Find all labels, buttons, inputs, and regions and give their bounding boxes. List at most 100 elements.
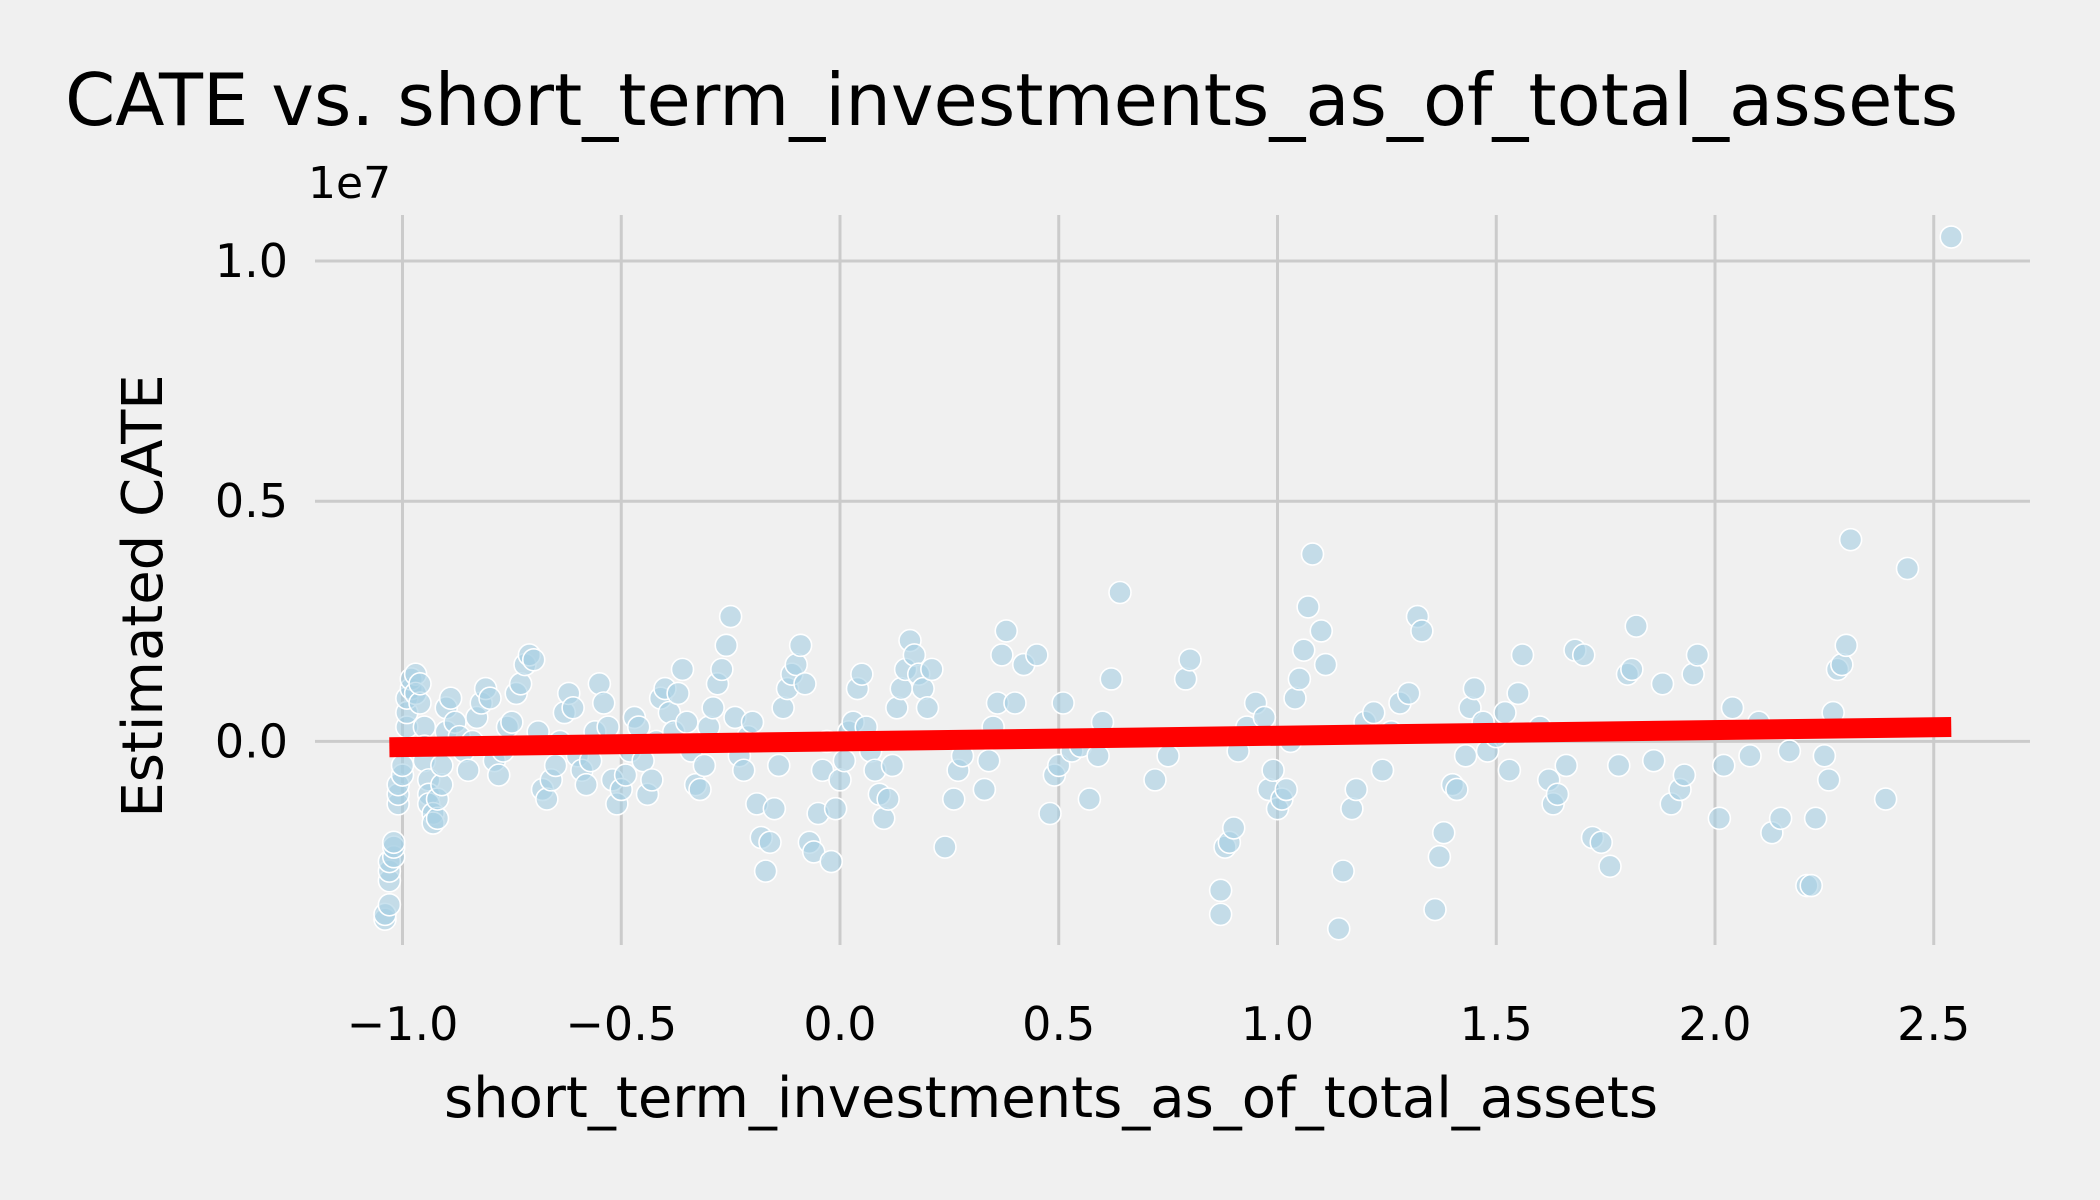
y-tick-labels: 0.0 0.5 1.0 [215, 234, 288, 768]
data-point [1672, 763, 1697, 787]
data-point [758, 830, 782, 855]
data-point [1830, 652, 1854, 677]
data-point [990, 643, 1014, 667]
data-point [692, 753, 717, 778]
data-point [587, 671, 612, 696]
data-point [1077, 787, 1102, 811]
data-point [823, 796, 848, 821]
data-point [701, 696, 725, 720]
data-point [1252, 705, 1277, 730]
data-point [1208, 878, 1233, 903]
x-tick-label: −1.0 [347, 997, 459, 1051]
data-point [1296, 595, 1320, 619]
data-point [1025, 643, 1049, 667]
data-point [486, 763, 511, 787]
data-point [640, 768, 664, 792]
data-point [390, 753, 415, 778]
data-point [1641, 748, 1666, 773]
data-point [1410, 619, 1434, 643]
data-point [408, 671, 432, 696]
data-point [1274, 777, 1299, 802]
data-point [1834, 633, 1859, 658]
data-point [1799, 873, 1824, 898]
data-point [1431, 820, 1456, 845]
data-point [1598, 854, 1622, 879]
data-point [915, 696, 940, 720]
data-point [535, 787, 559, 811]
data-point [766, 753, 791, 778]
data-point [731, 758, 756, 783]
data-point [788, 633, 813, 658]
data-point [1396, 681, 1421, 706]
data-point [1300, 542, 1325, 566]
data-point [1777, 739, 1802, 763]
data-point [871, 806, 896, 831]
trend-line [389, 717, 1952, 758]
data-point [1261, 758, 1285, 783]
data-point [850, 662, 874, 686]
x-tick-labels: −1.0 −0.5 0.0 0.5 1.0 1.5 2.0 2.5 [347, 997, 1971, 1051]
data-point [902, 643, 927, 667]
data-point [1545, 782, 1570, 807]
data-point [819, 849, 844, 874]
data-point [889, 676, 914, 701]
data-point [478, 686, 502, 710]
data-point [1331, 859, 1355, 883]
x-tick-label: −0.5 [565, 997, 677, 1051]
data-point [675, 710, 699, 735]
data-point [1453, 744, 1478, 768]
x-tick-label: 0.5 [1022, 997, 1095, 1051]
data-point [718, 604, 743, 629]
data-point [1554, 753, 1579, 778]
data-point [1344, 777, 1369, 802]
data-point [377, 892, 402, 917]
data-point [438, 686, 463, 710]
data-point [1370, 758, 1395, 783]
data-point [1589, 830, 1614, 855]
data-point [828, 768, 852, 792]
data-point [1283, 686, 1307, 710]
data-point [771, 696, 795, 720]
data-point [1711, 753, 1736, 778]
data-point [1445, 777, 1469, 802]
data-point [710, 657, 734, 682]
x-tick-label: 2.5 [1897, 997, 1970, 1051]
data-point [1816, 768, 1841, 792]
x-tick-label: 1.5 [1460, 997, 1533, 1051]
data-point [1812, 744, 1837, 768]
data-point [1173, 667, 1198, 691]
data-point [1221, 816, 1246, 840]
data-point [1493, 700, 1517, 725]
data-point [941, 787, 966, 811]
chart-title: CATE vs. short_term_investments_as_of_to… [65, 58, 1958, 142]
data-point [1873, 787, 1898, 811]
data-point [885, 696, 909, 720]
y-tick-label: 0.5 [215, 474, 288, 528]
data-point [521, 647, 546, 672]
data-point [1291, 638, 1316, 662]
data-point [688, 777, 712, 802]
y-tick-label: 1.0 [215, 234, 288, 288]
data-point [1309, 619, 1334, 643]
data-point [1510, 643, 1535, 667]
data-point [1720, 696, 1745, 720]
data-point [500, 710, 524, 735]
data-point [880, 753, 905, 778]
data-point [1838, 527, 1863, 552]
data-point [1086, 744, 1110, 768]
data-point [1497, 758, 1522, 783]
data-point [976, 748, 1001, 773]
data-point [1208, 902, 1233, 927]
data-point [1624, 614, 1649, 638]
data-point [1038, 801, 1062, 826]
data-point [1506, 681, 1530, 706]
data-point [543, 753, 568, 778]
data-point [574, 772, 599, 797]
data-point [1423, 897, 1447, 922]
data-point [1768, 806, 1793, 831]
data-point [1707, 806, 1732, 831]
data-point [1650, 671, 1675, 696]
data-point [994, 619, 1019, 643]
y-offset-label: 1e7 [308, 158, 391, 209]
